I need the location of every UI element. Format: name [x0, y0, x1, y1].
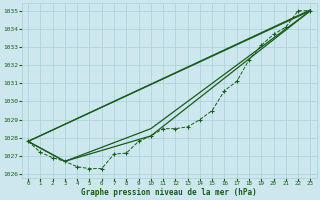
X-axis label: Graphe pression niveau de la mer (hPa): Graphe pression niveau de la mer (hPa)	[81, 188, 257, 197]
